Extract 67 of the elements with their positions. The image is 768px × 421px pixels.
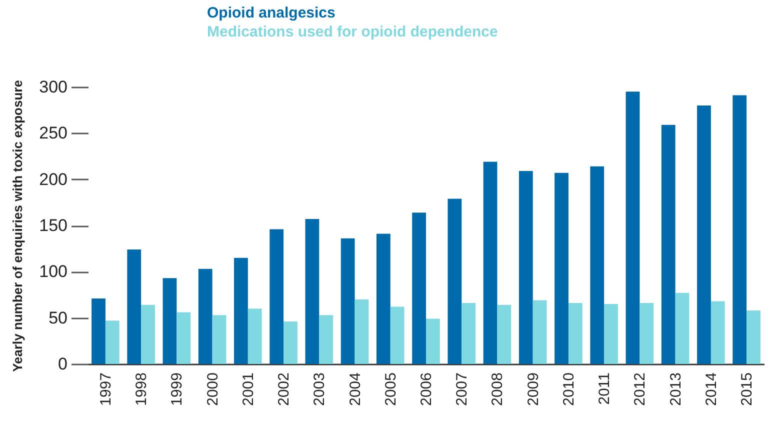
y-tick-label: 100 xyxy=(39,262,68,282)
x-tick-label: 2008 xyxy=(489,372,506,406)
x-tick-label: 1998 xyxy=(133,372,150,406)
x-tick-label: 2001 xyxy=(240,372,257,406)
y-tick-label: 150 xyxy=(39,216,68,235)
bar xyxy=(554,172,568,364)
bar xyxy=(162,278,177,364)
bar xyxy=(340,238,355,364)
bar xyxy=(604,304,618,364)
bar xyxy=(234,258,248,364)
y-tick-label: 50 xyxy=(48,308,68,328)
bar xyxy=(198,268,212,364)
bar xyxy=(176,312,191,364)
x-tick-label: 2014 xyxy=(702,372,720,406)
bar xyxy=(127,250,142,364)
x-tick-label: 2006 xyxy=(418,372,435,406)
y-tick-label: 250 xyxy=(39,124,68,143)
bar xyxy=(483,162,498,364)
x-tick-label: 2011 xyxy=(596,372,614,405)
bar xyxy=(518,171,533,364)
bar xyxy=(462,303,476,364)
x-tick-label: 2009 xyxy=(524,372,542,406)
bar xyxy=(675,292,690,364)
bar xyxy=(640,303,654,364)
x-tick-label: 2015 xyxy=(738,372,756,406)
y-axis-title: Yearly number of enquiries with toxic exposure xyxy=(10,80,26,372)
bar xyxy=(141,304,155,364)
y-tick-label: 300 xyxy=(39,78,68,96)
bar xyxy=(568,303,582,364)
bar xyxy=(354,299,369,364)
bar xyxy=(105,320,120,364)
x-tick-label: 2000 xyxy=(204,372,222,406)
bar xyxy=(661,124,676,364)
x-tick-label: 1999 xyxy=(168,372,186,406)
bar xyxy=(270,229,284,364)
bar xyxy=(212,315,226,364)
bar xyxy=(732,95,747,364)
text: Opioid analgesics xyxy=(207,4,336,22)
bar xyxy=(746,310,760,364)
bar xyxy=(319,315,334,364)
x-tick-label: 2013 xyxy=(667,372,684,406)
x-tick-label: 2004 xyxy=(346,372,364,406)
bar xyxy=(697,105,711,364)
bar xyxy=(284,322,298,364)
text: Medications used for opioid dependence xyxy=(207,24,498,40)
x-tick-label: 2012 xyxy=(632,372,649,406)
x-tick-label: 2003 xyxy=(311,372,328,406)
bar xyxy=(92,298,106,364)
bar xyxy=(710,301,725,364)
bar xyxy=(390,306,404,364)
x-tick-label: 2005 xyxy=(382,372,400,406)
bar xyxy=(376,234,390,364)
y-tick-label: 200 xyxy=(39,170,68,189)
bar xyxy=(532,300,547,364)
x-tick-label: 2010 xyxy=(560,372,578,406)
bar xyxy=(448,198,462,364)
x-tick-label: 2002 xyxy=(276,372,293,406)
bar xyxy=(305,219,320,364)
bar xyxy=(412,212,426,364)
y-tick-label: 0 xyxy=(58,354,68,374)
x-tick-label: 1997 xyxy=(97,372,114,406)
bar xyxy=(497,304,512,364)
bar xyxy=(426,318,440,364)
bar xyxy=(626,92,640,364)
bar xyxy=(590,166,604,364)
x-tick-label: 2007 xyxy=(454,372,471,406)
bar xyxy=(248,308,262,364)
